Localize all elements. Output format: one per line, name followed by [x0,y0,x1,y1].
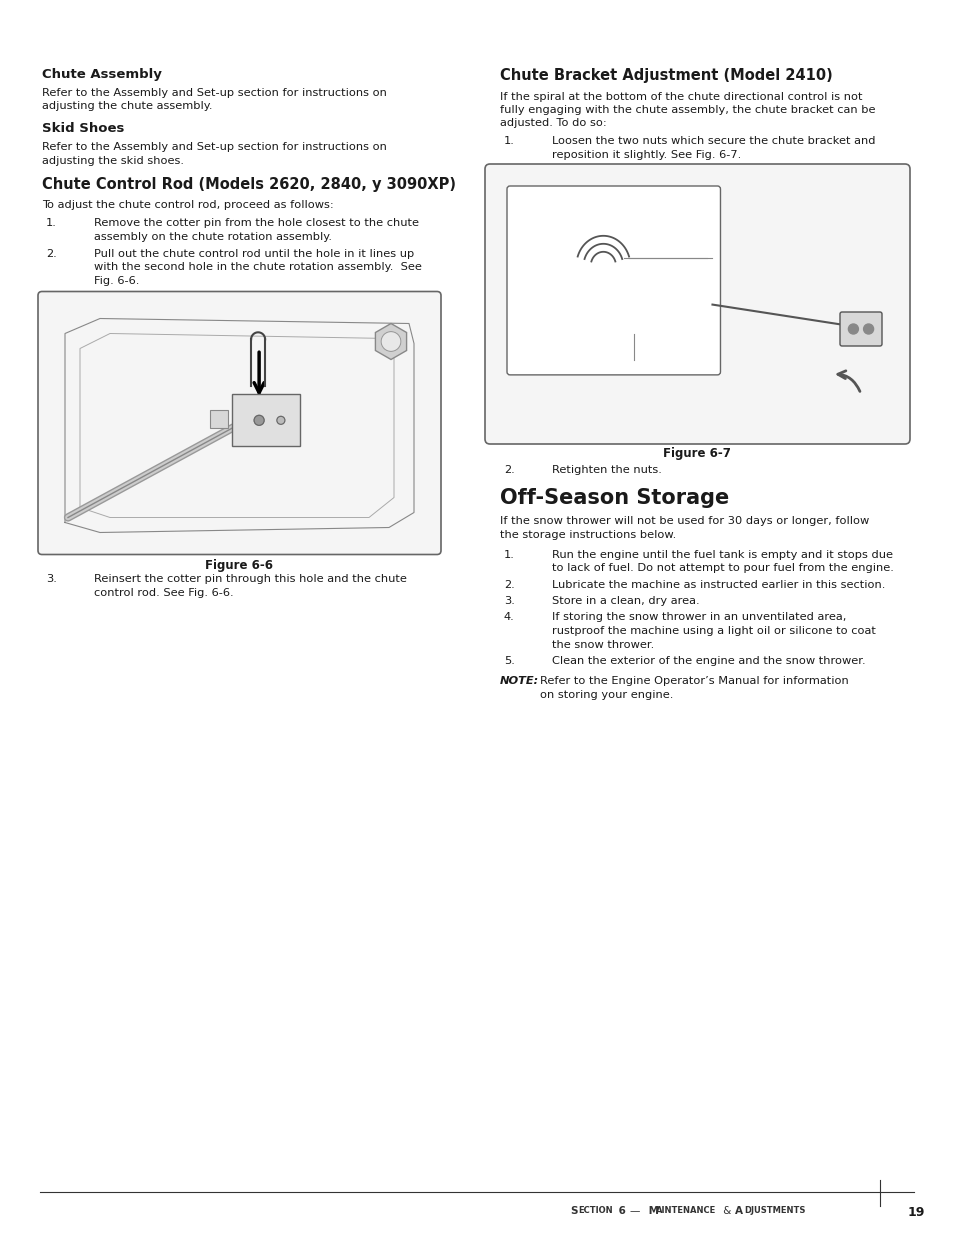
Text: the snow thrower.: the snow thrower. [552,640,654,650]
Text: Lubricate the machine as instructed earlier in this section.: Lubricate the machine as instructed earl… [552,579,884,589]
Text: —: — [629,1207,639,1216]
Text: adjusting the skid shoes.: adjusting the skid shoes. [42,156,184,165]
FancyBboxPatch shape [506,186,720,375]
Circle shape [253,415,264,425]
Text: the storage instructions below.: the storage instructions below. [499,530,676,540]
Text: on storing your engine.: on storing your engine. [539,690,673,700]
Text: Figure 6-7: Figure 6-7 [662,447,730,459]
Text: Run the engine until the fuel tank is empty and it stops due: Run the engine until the fuel tank is em… [552,550,892,559]
Circle shape [862,324,873,333]
Text: Remove the cotter pin from the hole closest to the chute: Remove the cotter pin from the hole clos… [94,219,418,228]
Text: Refer to the Engine Operator’s Manual for information: Refer to the Engine Operator’s Manual fo… [539,677,848,687]
Text: 1.: 1. [46,219,57,228]
Text: rustproof the machine using a light oil or silicone to coat: rustproof the machine using a light oil … [552,626,875,636]
Circle shape [380,332,400,352]
Text: NOTE:: NOTE: [499,677,538,687]
Circle shape [276,416,285,425]
Text: 4.: 4. [503,613,515,622]
Polygon shape [375,324,406,359]
Text: 1.: 1. [503,550,515,559]
Text: with the second hole in the chute rotation assembly.  See: with the second hole in the chute rotati… [94,263,421,273]
FancyBboxPatch shape [840,312,882,346]
Text: Refer to the Assembly and Set-up section for instructions on: Refer to the Assembly and Set-up section… [42,88,387,98]
Text: Chute Assembly: Chute Assembly [42,68,162,82]
Text: 3.: 3. [503,597,515,606]
Text: Figure 6-6: Figure 6-6 [205,558,273,572]
Text: Pull out the chute control rod until the hole in it lines up: Pull out the chute control rod until the… [94,249,414,259]
Text: 19: 19 [907,1207,924,1219]
Text: A: A [734,1207,742,1216]
Text: To adjust the chute control rod, proceed as follows:: To adjust the chute control rod, proceed… [42,200,334,210]
Text: Refer to the Assembly and Set-up section for instructions on: Refer to the Assembly and Set-up section… [42,142,387,152]
Text: 2.: 2. [503,466,515,475]
Text: M: M [644,1207,659,1216]
Text: 6: 6 [615,1207,629,1216]
Text: adjusting the chute assembly.: adjusting the chute assembly. [42,101,213,111]
Text: adjusted. To do so:: adjusted. To do so: [499,119,606,128]
Text: 1.: 1. [503,136,515,146]
Text: &: & [720,1207,734,1216]
Text: Chute Bracket Adjustment (Model 2410): Chute Bracket Adjustment (Model 2410) [499,68,832,83]
Text: Off-Season Storage: Off-Season Storage [499,489,728,509]
Text: Clean the exterior of the engine and the snow thrower.: Clean the exterior of the engine and the… [552,656,864,666]
Text: reposition it slightly. See Fig. 6-7.: reposition it slightly. See Fig. 6-7. [552,149,740,159]
Text: S: S [569,1207,577,1216]
Text: 2.: 2. [46,249,56,259]
Text: 3.: 3. [46,574,57,584]
Text: Fig. 6-6.: Fig. 6-6. [94,275,139,287]
Text: If the spiral at the bottom of the chute directional control is not: If the spiral at the bottom of the chute… [499,91,862,101]
Text: fully engaging with the chute assembly, the chute bracket can be: fully engaging with the chute assembly, … [499,105,875,115]
Text: 2.: 2. [503,579,515,589]
Text: Reinsert the cotter pin through this hole and the chute: Reinsert the cotter pin through this hol… [94,574,406,584]
Text: Chute Control Rod (Models 2620, 2840, y 3090XP): Chute Control Rod (Models 2620, 2840, y … [42,177,456,191]
Text: 5.: 5. [503,656,515,666]
Bar [210,410,228,427]
FancyBboxPatch shape [484,164,909,445]
Text: assembly on the chute rotation assembly.: assembly on the chute rotation assembly. [94,231,332,242]
Text: control rod. See Fig. 6-6.: control rod. See Fig. 6-6. [94,588,233,598]
Text: Store in a clean, dry area.: Store in a clean, dry area. [552,597,699,606]
Text: Retighten the nuts.: Retighten the nuts. [552,466,661,475]
Text: AINTENANCE: AINTENANCE [656,1207,716,1215]
Text: Skid Shoes: Skid Shoes [42,122,124,136]
Text: Loosen the two nuts which secure the chute bracket and: Loosen the two nuts which secure the chu… [552,136,875,146]
Text: If storing the snow thrower in an unventilated area,: If storing the snow thrower in an unvent… [552,613,845,622]
Bar [232,394,299,446]
Circle shape [847,324,858,333]
FancyBboxPatch shape [38,291,440,555]
Text: If the snow thrower will not be used for 30 days or longer, follow: If the snow thrower will not be used for… [499,516,868,526]
Text: DJUSTMENTS: DJUSTMENTS [743,1207,804,1215]
Text: to lack of fuel. Do not attempt to pour fuel from the engine.: to lack of fuel. Do not attempt to pour … [552,563,893,573]
Text: ECTION: ECTION [578,1207,612,1215]
